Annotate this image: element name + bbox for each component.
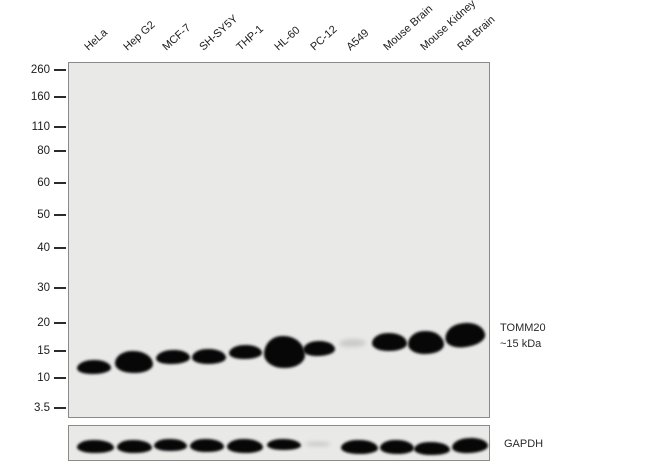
- ladder-tick: [54, 407, 66, 409]
- tomm20-band-hela: [76, 359, 112, 375]
- ladder-tick: [54, 96, 66, 98]
- tomm20-band-rat-brain: [443, 320, 487, 350]
- ladder-tick: [54, 69, 66, 71]
- lane-label-hep-g2: Hep G2: [121, 18, 158, 54]
- ladder-tick: [54, 322, 66, 324]
- ladder-value: 50: [37, 209, 50, 221]
- ladder-value: 30: [37, 282, 50, 294]
- gapdh-band-mcf-7: [153, 439, 187, 451]
- gapdh-band-mouse-kidney: [414, 441, 450, 455]
- lane-label-hela: HeLa: [82, 26, 110, 54]
- loading-control-label: GAPDH: [504, 438, 544, 450]
- ladder-value: 3.5: [34, 402, 50, 414]
- gapdh-band-sh-sy5y: [190, 438, 224, 452]
- ladder-mark-50: 50: [0, 208, 66, 222]
- ladder-value: 80: [37, 145, 50, 157]
- ladder-tick: [54, 214, 66, 216]
- ladder-tick: [54, 247, 66, 249]
- lane-label-thp-1: THP-1: [234, 23, 266, 54]
- gapdh-band-a549: [340, 440, 378, 454]
- tomm20-band-hep-g2: [115, 351, 153, 373]
- ladder-mark-60: 60: [0, 176, 66, 190]
- lane-label-pc-12: PC-12: [308, 23, 340, 54]
- ladder-tick: [54, 150, 66, 152]
- target-protein-name: TOMM20: [500, 322, 546, 334]
- ladder-value: 15: [37, 345, 50, 357]
- lane-label-hl-60: HL-60: [272, 24, 303, 54]
- tomm20-band-mouse-kidney: [407, 329, 445, 355]
- ladder-value: 260: [30, 64, 50, 76]
- lane-label-mcf-7: MCF-7: [160, 21, 194, 54]
- tomm20-band-a549: [338, 338, 366, 348]
- gapdh-blot-panel: [68, 425, 490, 461]
- target-annotation: TOMM20 ~15 kDa: [500, 320, 546, 352]
- ladder-mark-110: 110: [0, 120, 66, 134]
- lane-label-sh-sy5y: SH-SY5Y: [197, 12, 241, 54]
- ladder-mark-260: 260: [0, 63, 66, 77]
- gapdh-band-hep-g2: [116, 439, 152, 453]
- ladder-value: 110: [31, 121, 50, 133]
- ladder-mark-160: 160: [0, 90, 66, 104]
- tomm20-band-pc-12: [302, 339, 336, 357]
- ladder-value: 160: [30, 91, 50, 103]
- ladder-tick: [54, 287, 66, 289]
- ladder-mark-80: 80: [0, 144, 66, 158]
- gapdh-band-hela: [76, 439, 114, 453]
- ladder-value: 20: [37, 317, 50, 329]
- tomm20-band-sh-sy5y: [191, 348, 227, 364]
- ladder-mark-30: 30: [0, 281, 66, 295]
- ladder-mark-3.5: 3.5: [0, 401, 66, 415]
- ladder-mark-40: 40: [0, 241, 66, 255]
- lane-label-a549: A549: [344, 27, 372, 54]
- ladder-mark-15: 15: [0, 344, 66, 358]
- ladder-mark-20: 20: [0, 316, 66, 330]
- tomm20-blot-panel: [68, 62, 490, 418]
- ladder-value: 40: [37, 242, 50, 254]
- ladder-value: 10: [37, 372, 50, 384]
- ladder-tick: [54, 377, 66, 379]
- ladder-mark-10: 10: [0, 371, 66, 385]
- tomm20-band-mouse-brain: [371, 332, 407, 352]
- ladder-value: 60: [37, 177, 50, 189]
- ladder-tick: [54, 350, 66, 352]
- tomm20-band-thp-1: [228, 344, 262, 360]
- gapdh-band-hl-60: [267, 438, 301, 450]
- ladder-tick: [54, 126, 66, 128]
- gapdh-band-rat-brain: [451, 436, 489, 454]
- ladder-tick: [54, 182, 66, 184]
- tomm20-band-mcf-7: [155, 349, 191, 365]
- gapdh-band-mouse-brain: [380, 440, 414, 454]
- target-molecular-weight: ~15 kDa: [500, 338, 542, 350]
- tomm20-band-hl-60: [263, 336, 305, 368]
- gapdh-band-pc-12: [305, 442, 331, 446]
- gapdh-band-thp-1: [227, 439, 263, 453]
